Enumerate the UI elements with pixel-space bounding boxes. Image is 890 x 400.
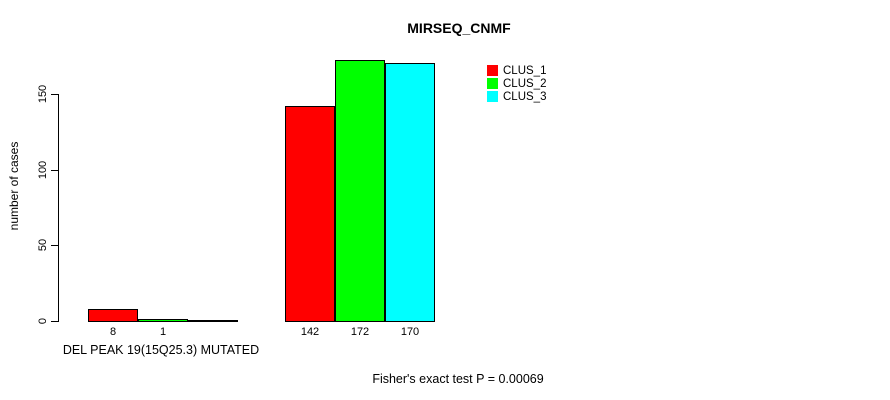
x-axis-label: DEL PEAK 19(15Q25.3) MUTATED xyxy=(62,343,260,357)
bar-clus_1 xyxy=(285,106,335,322)
y-tick xyxy=(51,93,58,95)
y-tick xyxy=(51,245,58,247)
legend-swatch xyxy=(487,78,498,89)
chart-title: MIRSEQ_CNMF xyxy=(407,20,511,36)
legend-row: CLUS_3 xyxy=(487,90,546,103)
bar-value-label: 172 xyxy=(350,326,370,338)
legend-label: CLUS_1 xyxy=(503,64,547,77)
bar-clus_3 xyxy=(385,63,435,322)
legend-swatch xyxy=(487,91,498,102)
y-tick-label: 50 xyxy=(37,239,49,252)
y-tick xyxy=(51,169,58,171)
bar-value-label: 1 xyxy=(159,326,167,338)
legend-row: CLUS_2 xyxy=(487,77,546,90)
legend-label: CLUS_3 xyxy=(503,90,547,103)
legend-label: CLUS_2 xyxy=(503,77,547,90)
bar-clus_3 xyxy=(188,320,238,322)
bar-value-label: 170 xyxy=(400,326,420,338)
bar-clus_2 xyxy=(335,60,385,322)
y-tick-label: 150 xyxy=(37,84,49,103)
y-axis-line xyxy=(58,93,59,322)
bar-value-label: 142 xyxy=(300,326,320,338)
y-tick xyxy=(51,321,58,322)
y-axis-label: number of cases xyxy=(7,141,21,231)
y-tick-label: 100 xyxy=(37,160,49,179)
bar-clus_1 xyxy=(88,309,138,322)
legend-row: CLUS_1 xyxy=(487,64,546,77)
legend-swatch xyxy=(487,65,498,76)
legend: CLUS_1 CLUS_2 CLUS_3 xyxy=(487,64,546,103)
footer-annotation: Fisher's exact test P = 0.00069 xyxy=(372,372,544,386)
bar-value-label: 8 xyxy=(109,326,117,338)
y-tick-label: 0 xyxy=(37,317,49,325)
bar-clus_2 xyxy=(138,319,188,322)
